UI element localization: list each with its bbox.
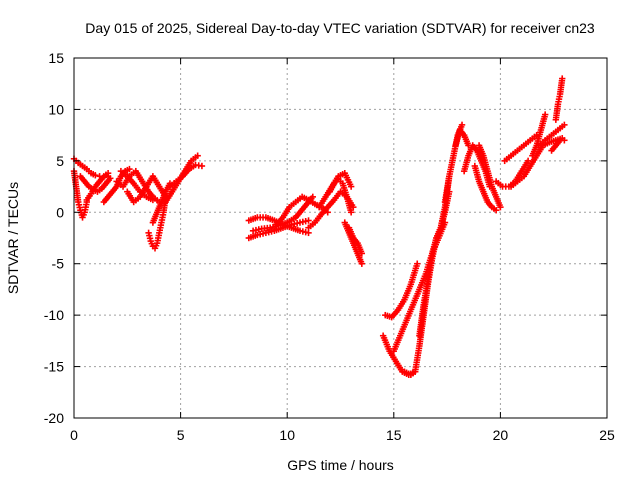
data-point bbox=[458, 121, 466, 129]
plot-frame bbox=[73, 57, 608, 419]
x-tick-label: 15 bbox=[386, 427, 402, 443]
x-tick-label: 5 bbox=[177, 427, 185, 443]
data-point bbox=[194, 152, 201, 159]
data-point bbox=[358, 260, 366, 267]
x-axis-label: GPS time / hours bbox=[287, 457, 394, 473]
data-point bbox=[309, 193, 316, 201]
data-point bbox=[497, 203, 504, 211]
data-point bbox=[414, 260, 421, 267]
data-point bbox=[126, 165, 133, 173]
data-points bbox=[70, 75, 568, 378]
data-point bbox=[149, 196, 157, 204]
grid-lines bbox=[74, 58, 607, 418]
axis-ticks: 0 5 10 15 20 25 -20 -15 -10 -5 0 5 10 15 bbox=[44, 50, 615, 443]
y-tick-label: -20 bbox=[44, 410, 64, 426]
y-tick-label: 5 bbox=[56, 153, 64, 169]
data-point bbox=[358, 250, 366, 257]
data-point bbox=[492, 207, 500, 214]
y-tick-label: 15 bbox=[48, 50, 64, 66]
x-tick-label: 20 bbox=[493, 427, 509, 443]
data-point bbox=[198, 162, 206, 170]
data-point bbox=[104, 170, 112, 177]
y-tick-label: -15 bbox=[44, 359, 64, 375]
data-point bbox=[347, 183, 355, 190]
data-point bbox=[107, 175, 114, 182]
y-tick-label: -10 bbox=[44, 307, 64, 323]
y-tick-label: 0 bbox=[56, 204, 64, 220]
data-point bbox=[524, 157, 532, 165]
data-point bbox=[305, 217, 312, 224]
y-tick-label: -5 bbox=[52, 256, 65, 272]
data-point bbox=[561, 121, 568, 129]
x-tick-label: 25 bbox=[599, 427, 615, 443]
x-tick-label: 0 bbox=[70, 427, 78, 443]
data-point bbox=[347, 209, 355, 216]
y-axis-label: SDTVAR / TECUs bbox=[5, 182, 21, 294]
x-tick-label: 10 bbox=[279, 427, 295, 443]
data-point bbox=[559, 75, 566, 82]
data-point bbox=[92, 172, 99, 179]
chart-title: Day 015 of 2025, Sidereal Day-to-day VTE… bbox=[85, 20, 595, 36]
data-point bbox=[561, 137, 568, 144]
data-point bbox=[541, 111, 549, 118]
y-tick-label: 10 bbox=[48, 101, 64, 117]
